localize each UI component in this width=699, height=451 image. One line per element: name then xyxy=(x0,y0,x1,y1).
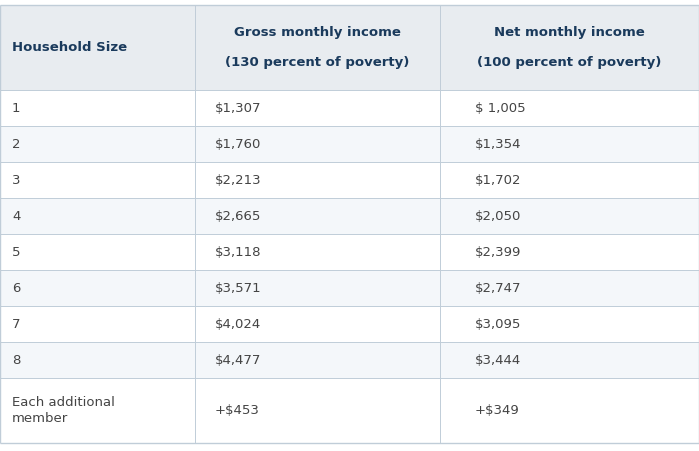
Text: 1: 1 xyxy=(12,101,20,115)
Text: 2: 2 xyxy=(12,138,20,151)
Text: +$453: +$453 xyxy=(215,404,260,417)
Bar xyxy=(0,5,699,90)
Text: $1,307: $1,307 xyxy=(215,101,261,115)
Text: 7: 7 xyxy=(12,318,20,331)
Bar xyxy=(0,90,699,126)
Text: $2,747: $2,747 xyxy=(475,281,521,295)
Text: 6: 6 xyxy=(12,281,20,295)
Text: Gross monthly income: Gross monthly income xyxy=(234,26,401,39)
Text: Household Size: Household Size xyxy=(12,41,127,54)
Text: 4: 4 xyxy=(12,210,20,222)
Text: $1,702: $1,702 xyxy=(475,174,521,187)
Text: $2,213: $2,213 xyxy=(215,174,261,187)
Text: $3,444: $3,444 xyxy=(475,354,521,367)
Text: $2,665: $2,665 xyxy=(215,210,261,222)
Bar xyxy=(0,126,699,162)
Text: $3,571: $3,571 xyxy=(215,281,261,295)
Text: (100 percent of poverty): (100 percent of poverty) xyxy=(477,56,662,69)
Text: $4,477: $4,477 xyxy=(215,354,261,367)
Bar xyxy=(0,270,699,306)
Text: $2,050: $2,050 xyxy=(475,210,521,222)
Bar xyxy=(0,234,699,270)
Text: Net monthly income: Net monthly income xyxy=(494,26,645,39)
Text: $4,024: $4,024 xyxy=(215,318,261,331)
Text: 5: 5 xyxy=(12,245,20,258)
Text: $1,760: $1,760 xyxy=(215,138,261,151)
Text: $3,118: $3,118 xyxy=(215,245,261,258)
Bar xyxy=(0,198,699,234)
Text: 3: 3 xyxy=(12,174,20,187)
Text: Each additional
member: Each additional member xyxy=(12,396,115,424)
Text: 8: 8 xyxy=(12,354,20,367)
Text: $ 1,005: $ 1,005 xyxy=(475,101,526,115)
Bar xyxy=(0,306,699,342)
Text: $3,095: $3,095 xyxy=(475,318,521,331)
Text: $2,399: $2,399 xyxy=(475,245,521,258)
Text: $1,354: $1,354 xyxy=(475,138,521,151)
Bar xyxy=(0,162,699,198)
Bar xyxy=(0,378,699,443)
Text: +$349: +$349 xyxy=(475,404,520,417)
Text: (130 percent of poverty): (130 percent of poverty) xyxy=(225,56,410,69)
Bar xyxy=(0,342,699,378)
